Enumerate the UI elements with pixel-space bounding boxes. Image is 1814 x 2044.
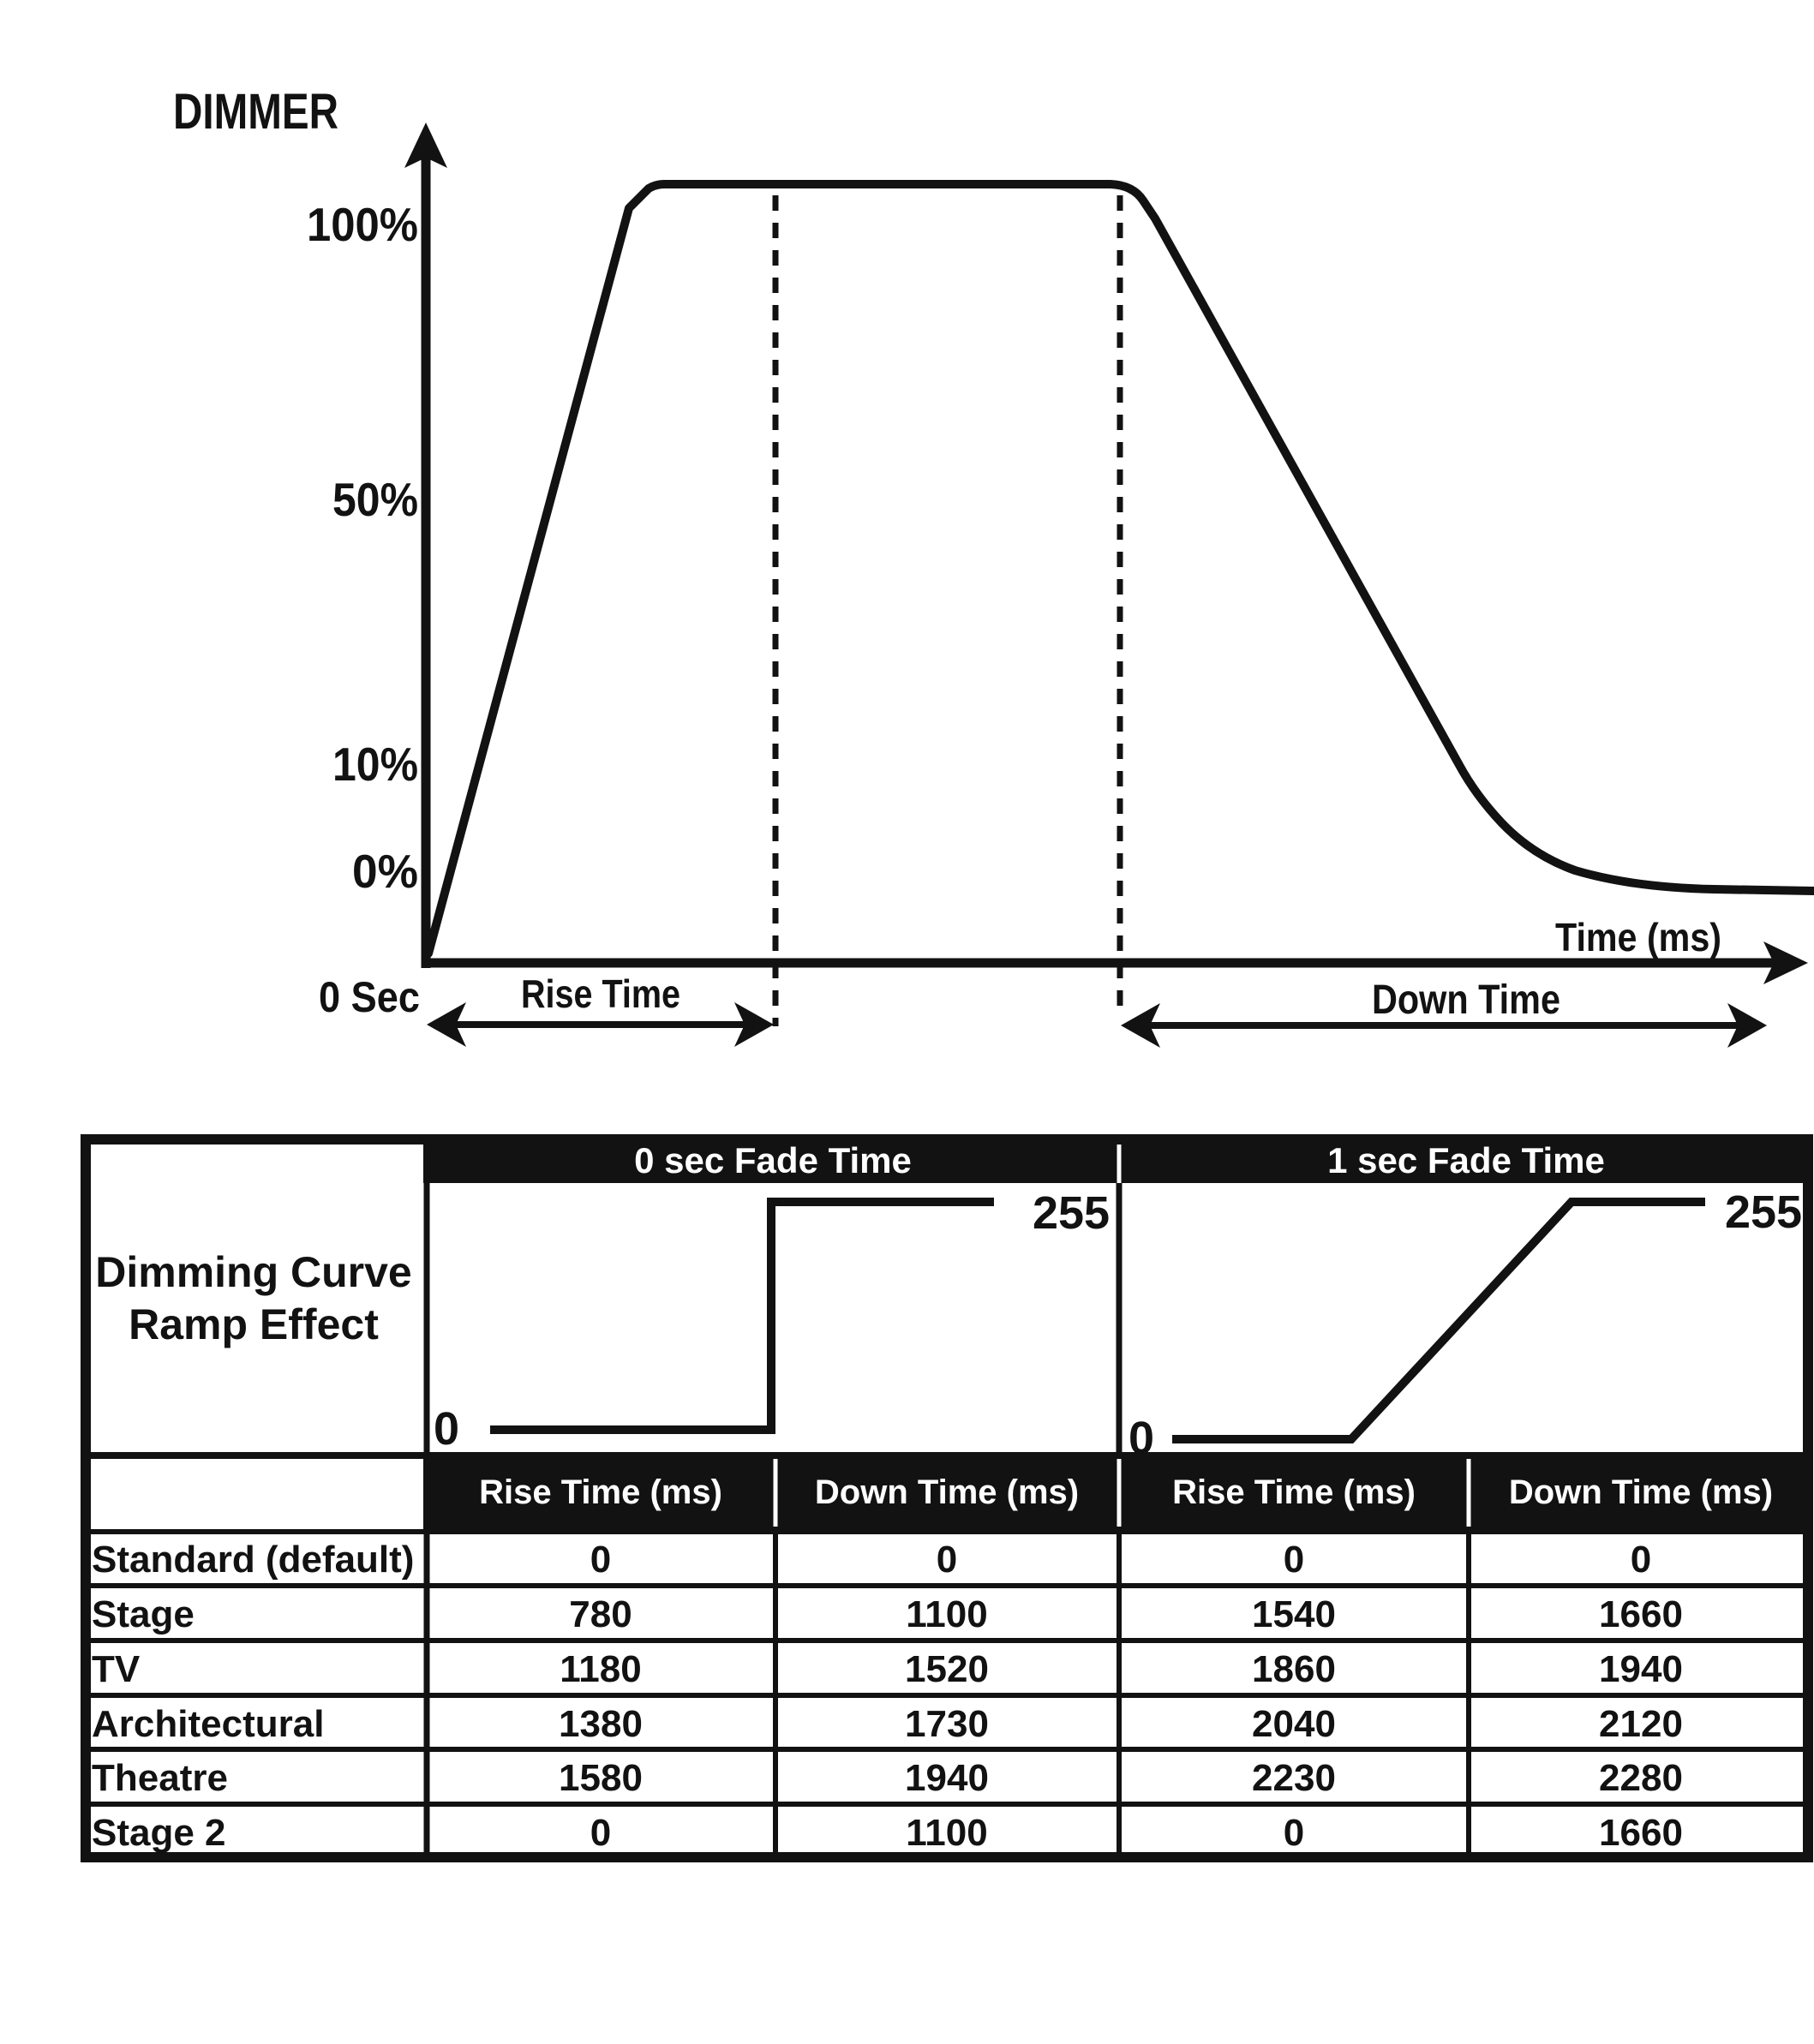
svg-text:0%: 0% bbox=[352, 845, 418, 898]
svg-text:0: 0 bbox=[1284, 1812, 1304, 1854]
svg-text:1860: 1860 bbox=[1252, 1648, 1336, 1690]
svg-text:50%: 50% bbox=[332, 473, 418, 526]
svg-text:2280: 2280 bbox=[1599, 1757, 1683, 1799]
svg-text:2040: 2040 bbox=[1252, 1703, 1336, 1745]
svg-text:0 Sec: 0 Sec bbox=[319, 973, 420, 1021]
svg-text:0: 0 bbox=[590, 1539, 611, 1581]
svg-text:Standard (default): Standard (default) bbox=[92, 1539, 414, 1581]
svg-text:1100: 1100 bbox=[906, 1593, 987, 1635]
svg-text:1380: 1380 bbox=[559, 1703, 643, 1745]
svg-text:Down Time (ms): Down Time (ms) bbox=[1509, 1473, 1773, 1511]
svg-text:Dimming Curve: Dimming Curve bbox=[95, 1248, 412, 1296]
svg-text:0: 0 bbox=[937, 1539, 957, 1581]
svg-text:TV: TV bbox=[92, 1648, 141, 1690]
svg-text:100%: 100% bbox=[307, 198, 418, 251]
svg-text:DIMMER: DIMMER bbox=[173, 84, 338, 140]
svg-text:0: 0 bbox=[434, 1403, 459, 1455]
svg-text:0 sec Fade Time: 0 sec Fade Time bbox=[634, 1140, 912, 1180]
svg-text:0: 0 bbox=[1284, 1539, 1304, 1581]
svg-text:1660: 1660 bbox=[1599, 1593, 1683, 1635]
svg-text:Stage 2: Stage 2 bbox=[92, 1812, 226, 1854]
svg-text:2230: 2230 bbox=[1252, 1757, 1336, 1799]
svg-text:0: 0 bbox=[1129, 1413, 1154, 1464]
svg-text:1540: 1540 bbox=[1252, 1593, 1336, 1635]
svg-text:Time (ms): Time (ms) bbox=[1555, 915, 1721, 959]
svg-text:255: 255 bbox=[1725, 1186, 1802, 1238]
svg-text:Ramp Effect: Ramp Effect bbox=[129, 1300, 379, 1348]
svg-text:0: 0 bbox=[590, 1812, 611, 1854]
svg-text:Rise Time (ms): Rise Time (ms) bbox=[1172, 1473, 1416, 1511]
svg-text:1180: 1180 bbox=[560, 1648, 641, 1690]
svg-text:2120: 2120 bbox=[1599, 1703, 1683, 1745]
svg-text:Architectural: Architectural bbox=[92, 1703, 324, 1745]
svg-text:Down Time: Down Time bbox=[1372, 977, 1560, 1023]
svg-text:1660: 1660 bbox=[1599, 1812, 1683, 1854]
svg-text:1730: 1730 bbox=[905, 1703, 989, 1745]
svg-text:1580: 1580 bbox=[559, 1757, 643, 1799]
svg-text:Theatre: Theatre bbox=[92, 1757, 228, 1799]
svg-text:Stage: Stage bbox=[92, 1593, 195, 1635]
svg-text:1940: 1940 bbox=[1599, 1648, 1683, 1690]
svg-text:Rise Time (ms): Rise Time (ms) bbox=[479, 1473, 722, 1511]
svg-text:Rise Time: Rise Time bbox=[521, 971, 680, 1016]
svg-text:10%: 10% bbox=[332, 738, 418, 791]
svg-text:1 sec Fade Time: 1 sec Fade Time bbox=[1327, 1140, 1605, 1180]
svg-text:780: 780 bbox=[569, 1593, 632, 1635]
svg-text:1100: 1100 bbox=[906, 1812, 987, 1854]
svg-text:1520: 1520 bbox=[905, 1648, 989, 1690]
svg-text:Down Time (ms): Down Time (ms) bbox=[815, 1473, 1079, 1511]
svg-text:255: 255 bbox=[1033, 1187, 1110, 1239]
svg-text:1940: 1940 bbox=[905, 1757, 989, 1799]
svg-text:0: 0 bbox=[1631, 1539, 1651, 1581]
